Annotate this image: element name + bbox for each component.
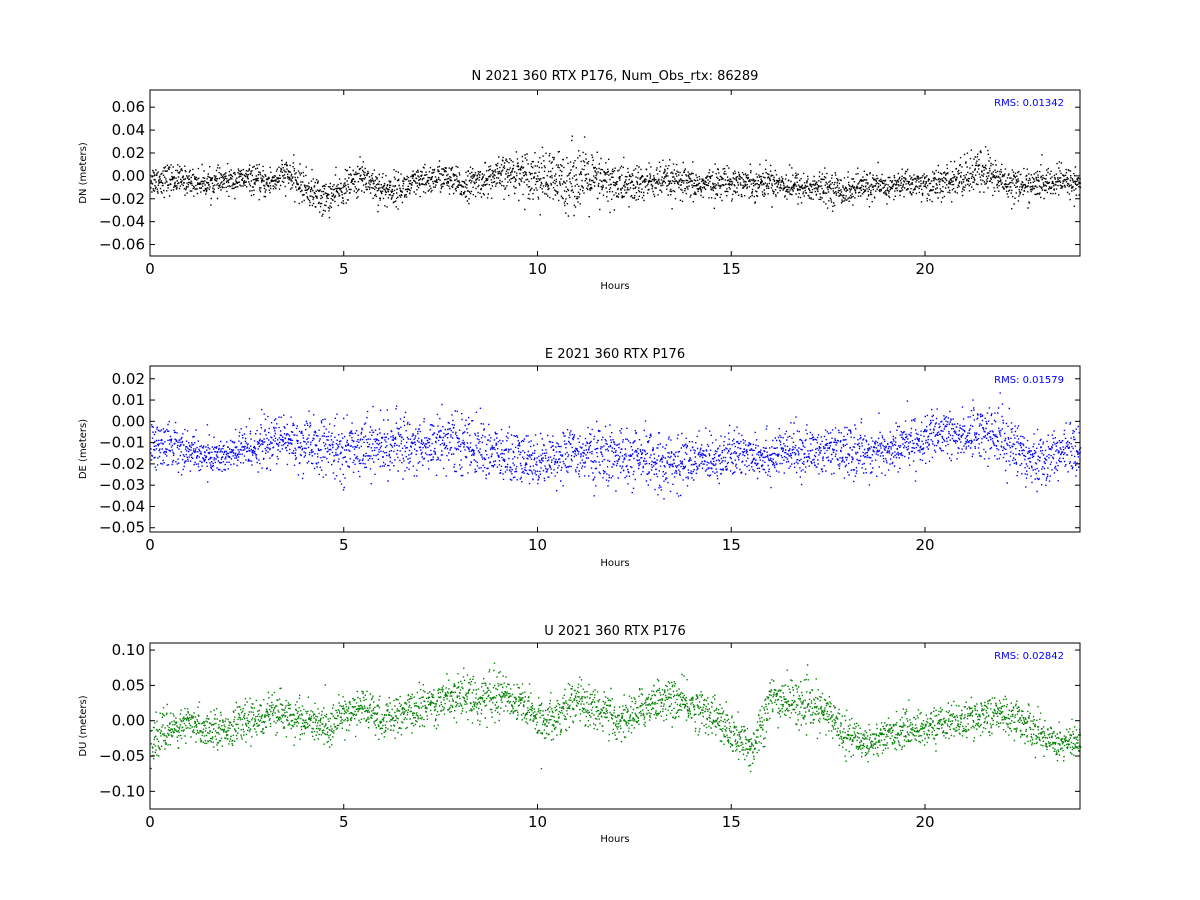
xtick-label: 10 (528, 536, 547, 554)
panel-up-xticks: 0 5 10 15 20 (145, 643, 935, 831)
xtick-label: 15 (722, 536, 741, 554)
ytick-label: 0.06 (112, 98, 145, 116)
ytick-label: 0.10 (112, 641, 145, 659)
panel-north-frame (149, 89, 1081, 257)
panel-north-rms-annotation: RMS: 0.01342 (994, 98, 1064, 109)
ytick-label: 0.01 (112, 391, 145, 409)
ytick-label: −0.04 (99, 213, 145, 231)
ytick-label: 0.00 (112, 167, 145, 185)
panel-east-rms-annotation: RMS: 0.01579 (994, 375, 1064, 386)
panel-east: E 2021 360 RTX P176 −0.05 −0.04 −0.03 −0.02… (78, 347, 1082, 569)
panel-east-marks (150, 392, 1082, 500)
ytick-label: −0.04 (99, 497, 145, 515)
xtick-label: 20 (915, 813, 934, 831)
panel-up-yticks: −0.10 −0.05 0.00 0.05 0.10 (99, 641, 1080, 800)
panel-north-xticks: 0 5 10 15 20 (145, 90, 935, 278)
panel-up-title: U 2021 360 RTX P176 (544, 624, 686, 639)
xtick-label: 0 (145, 260, 155, 278)
panel-up: U 2021 360 RTX P176 −0.10 −0.05 0.00 0.05 0.… (78, 624, 1082, 845)
ytick-label: −0.10 (99, 782, 145, 800)
panel-up-xlabel: Hours (600, 834, 629, 845)
panel-east-xlabel: Hours (600, 558, 629, 569)
panel-north-ylabel: DN (meters) (78, 142, 89, 204)
panel-north-marks (150, 135, 1082, 219)
series-points (150, 135, 1082, 219)
ytick-label: −0.05 (99, 747, 145, 765)
panel-north: N 2021 360 RTX P176, Num_Obs_rtx: 86289 … (78, 69, 1082, 292)
xtick-label: 5 (339, 260, 349, 278)
panel-east-title: E 2021 360 RTX P176 (545, 347, 685, 362)
xtick-label: 15 (722, 813, 741, 831)
xtick-label: 10 (528, 813, 547, 831)
panel-east-frame (149, 365, 1081, 533)
xtick-label: 0 (145, 813, 155, 831)
xtick-label: 5 (339, 536, 349, 554)
panel-up-marks (150, 662, 1082, 773)
xtick-label: 20 (915, 536, 934, 554)
panel-up-ylabel: DU (meters) (78, 695, 89, 756)
panel-up-frame (149, 642, 1081, 810)
ytick-label: −0.03 (99, 476, 145, 494)
xtick-label: 15 (722, 260, 741, 278)
ytick-label: 0.02 (112, 370, 145, 388)
xtick-label: 5 (339, 813, 349, 831)
ytick-label: 0.00 (112, 412, 145, 430)
panel-north-title: N 2021 360 RTX P176, Num_Obs_rtx: 86289 (472, 69, 759, 84)
ytick-label: 0.05 (112, 676, 145, 694)
ytick-label: 0.00 (112, 712, 145, 730)
panel-east-yticks: −0.05 −0.04 −0.03 −0.02 −0.01 0.00 0.01 0.02 (99, 370, 1080, 537)
panel-north-yticks: −0.06 −0.04 −0.02 0.00 0.02 0.04 0.06 (99, 98, 1080, 254)
xtick-label: 20 (915, 260, 934, 278)
series-points (150, 662, 1082, 773)
ytick-label: −0.02 (99, 190, 145, 208)
ytick-label: −0.05 (99, 519, 145, 537)
ytick-label: −0.06 (99, 236, 145, 254)
panel-east-ylabel: DE (meters) (78, 419, 89, 479)
panel-north-xlabel: Hours (600, 281, 629, 292)
xtick-label: 0 (145, 536, 155, 554)
ytick-label: −0.02 (99, 455, 145, 473)
ytick-label: 0.04 (112, 121, 145, 139)
ytick-label: −0.01 (99, 434, 145, 452)
panel-up-rms-annotation: RMS: 0.02842 (994, 651, 1064, 662)
series-points (150, 392, 1082, 500)
xtick-label: 10 (528, 260, 547, 278)
ytick-label: 0.02 (112, 144, 145, 162)
